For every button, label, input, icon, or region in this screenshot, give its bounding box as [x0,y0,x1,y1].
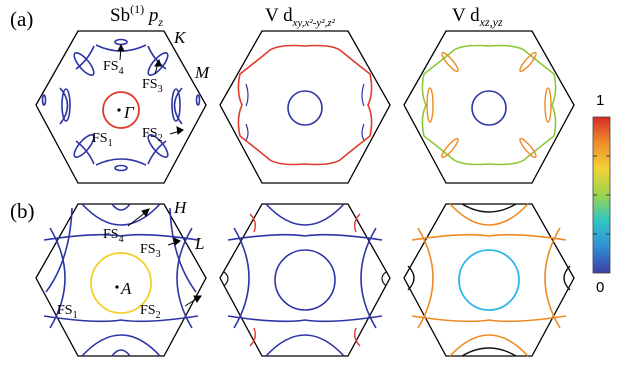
a-point [115,285,119,289]
panel-a2 [219,30,391,184]
fs1-label: FS1 [57,303,78,321]
brillouin-zone-hexagon [403,203,575,357]
gamma-point [117,108,121,112]
l-label: L [194,234,204,253]
zone-corner-arcs [249,213,361,347]
k-label: K [173,28,187,47]
gamma-label: Γ [123,103,135,122]
fermi-surface-center [287,90,323,126]
brillouin-zone-hexagon [35,203,207,357]
brillouin-zone-hexagon [219,203,391,357]
panel-a3 [403,30,575,184]
fermi-surface-network [411,203,567,357]
fermi-surface-network [227,203,383,357]
colorbar: 1 0 [592,92,611,296]
colorbar-min-label: 0 [596,279,604,296]
fs1-label: FS1 [92,131,113,149]
panel-b3 [403,203,575,357]
column-title-1: Sb(1) pz [110,2,163,29]
fs2-label: FS2 [140,303,161,321]
colorbar-max-label: 1 [596,92,604,109]
fermi-surface-center [471,90,507,126]
fs1-circle [102,91,140,129]
fs1-circle [90,252,152,314]
fermi-surface-center [274,249,336,311]
m-label: M [194,63,210,82]
fs-arrows [117,43,184,135]
fs-arrows [127,208,202,307]
panel-label-a: (a) [10,7,33,31]
fermi-surface-outer [237,44,373,166]
fermi-surface-network [43,203,199,357]
h-label: H [173,198,188,217]
fs3-label: FS3 [142,77,163,95]
zone-corner-arcs [407,203,571,357]
brillouin-zone-hexagon [403,30,575,184]
column-title-2: V dxy,x²-y²,z² [265,5,336,29]
panel-b1: A H L FS1 FS2 FS3 FS4 [35,198,207,357]
a-label: A [120,279,132,298]
brillouin-zone-hexagon [35,30,207,184]
fs4-label: FS4 [103,59,124,77]
fs3-label: FS3 [140,242,161,260]
fermi-surface-outer [421,44,557,166]
panel-a1: Γ K M FS1 FS2 FS3 FS4 [35,28,210,184]
fs2-label: FS2 [142,126,163,144]
fs4-label: FS4 [103,227,124,245]
fermi-surface-pockets [41,38,201,172]
fermi-surface-center [458,249,520,311]
panel-b2 [219,203,391,357]
panel-label-b: (b) [10,199,35,223]
column-title-3: V dxz,yz [452,5,503,29]
brillouin-zone-hexagon [219,30,391,184]
